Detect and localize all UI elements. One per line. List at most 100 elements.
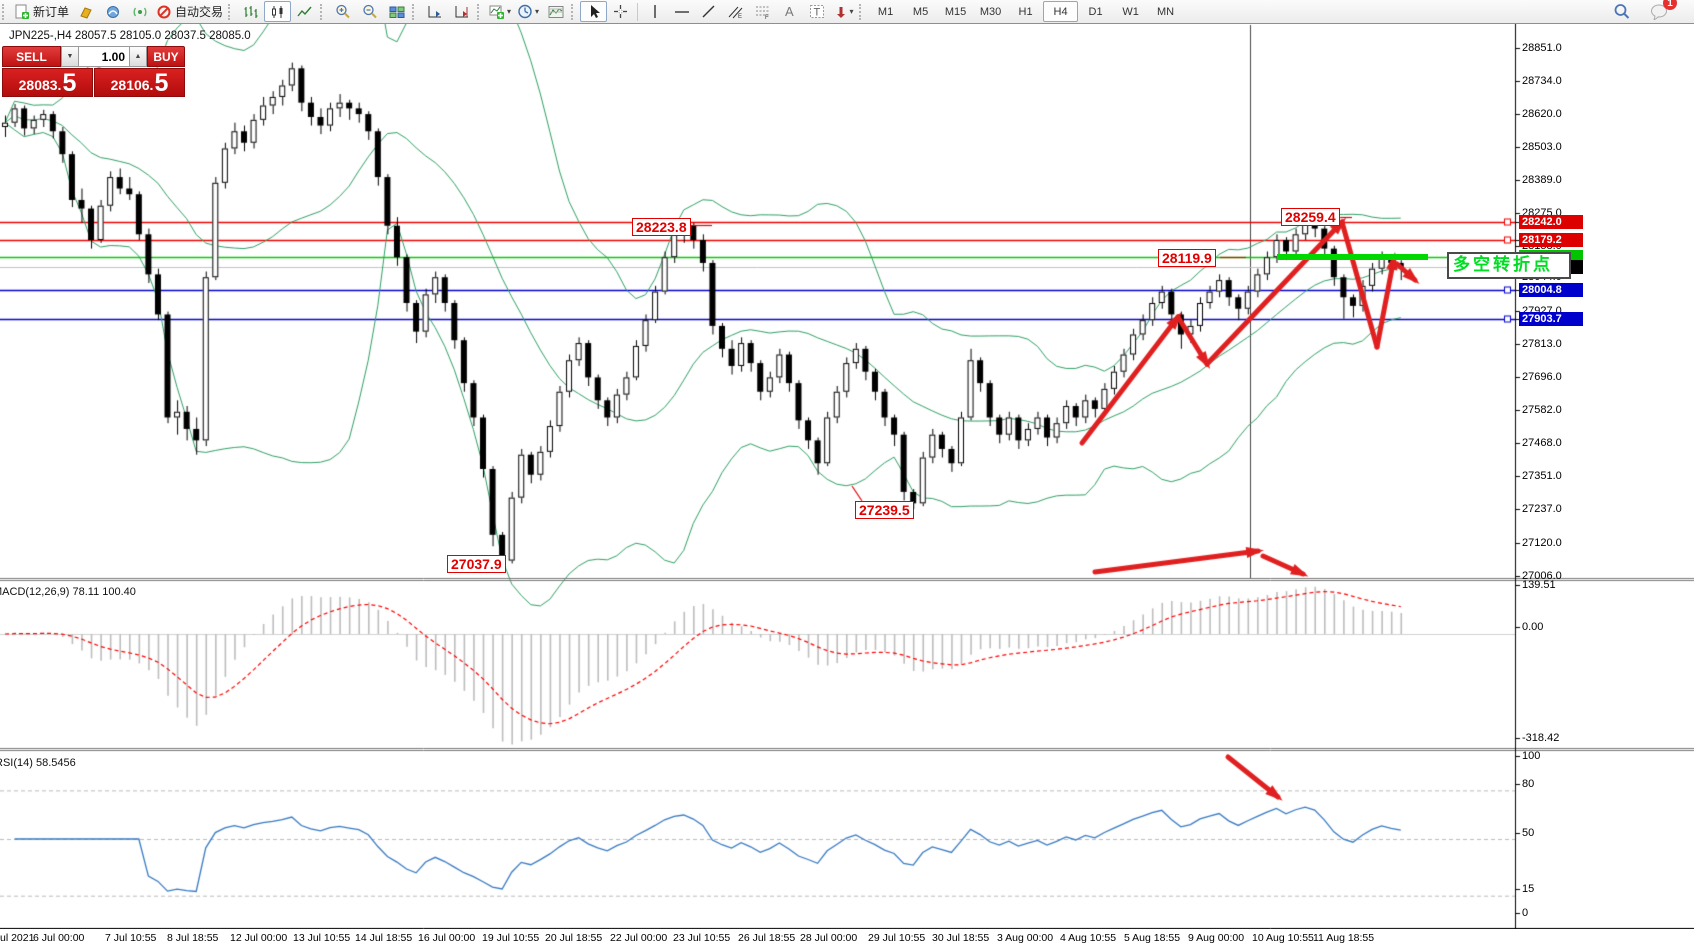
search-button[interactable] bbox=[1608, 1, 1635, 22]
price-annotation-label[interactable]: 28223.8 bbox=[632, 218, 691, 236]
price-level-label: 28004.8 bbox=[1519, 283, 1583, 297]
volume-increase-button[interactable]: ▲ bbox=[129, 46, 147, 67]
add-indicator-icon bbox=[489, 5, 505, 19]
price-tick-label: 27237.0 bbox=[1522, 503, 1562, 515]
timeframe-m15-button[interactable]: M15 bbox=[944, 5, 967, 18]
bar-chart-button[interactable] bbox=[237, 1, 264, 22]
sell-price[interactable]: 28083. 5 bbox=[2, 68, 93, 97]
volume-input[interactable]: 1.00 bbox=[79, 46, 129, 67]
autotrade-button[interactable]: 自动交易 bbox=[153, 1, 226, 22]
trendline-button[interactable] bbox=[695, 1, 722, 22]
toolbar-grip bbox=[2, 3, 9, 20]
date-tick-label: 6 Jul 00:00 bbox=[33, 932, 85, 944]
date-tick-label: 19 Jul 10:55 bbox=[482, 932, 540, 944]
autotrade-disabled-icon bbox=[157, 5, 171, 18]
timeframe-h4-button[interactable]: H4 bbox=[1043, 1, 1079, 22]
timeframe-m5-button[interactable]: M5 bbox=[912, 5, 929, 18]
new-order-button[interactable]: 新订单 bbox=[11, 1, 72, 22]
cursor-button[interactable] bbox=[580, 1, 608, 22]
notification-badge: 1 bbox=[1663, 0, 1677, 10]
signals-button[interactable] bbox=[126, 1, 153, 22]
price-annotation-label[interactable]: 27037.9 bbox=[447, 555, 506, 573]
timeframe-h1-button[interactable]: H1 bbox=[1018, 5, 1033, 18]
price-tick-label: 27468.0 bbox=[1522, 437, 1562, 449]
timeframe-w1-button[interactable]: W1 bbox=[1122, 5, 1139, 18]
search-icon bbox=[1614, 4, 1629, 19]
support-highlight-bar[interactable] bbox=[1277, 254, 1428, 260]
date-tick-label: 26 Jul 18:55 bbox=[738, 932, 796, 944]
chat-bubble-icon bbox=[1650, 4, 1667, 20]
price-tick-label: 27696.0 bbox=[1522, 371, 1562, 383]
crosshair-button[interactable] bbox=[607, 1, 634, 22]
horizontal-line-button[interactable] bbox=[668, 1, 695, 22]
equidistant-channel-icon: E bbox=[728, 6, 742, 19]
tile-windows-button[interactable] bbox=[383, 1, 410, 22]
vertical-line-button[interactable] bbox=[641, 1, 668, 22]
turning-point-note[interactable]: 多空转折点 bbox=[1447, 252, 1571, 279]
metaquotes-button[interactable] bbox=[72, 1, 99, 22]
text-button[interactable]: A bbox=[776, 1, 803, 22]
trendline-icon bbox=[702, 5, 715, 18]
chart-area[interactable]: JPN225-,H4 28057.5 28105.0 28037.5 28085… bbox=[0, 24, 1694, 947]
indicators-button[interactable]: ▾ bbox=[486, 1, 514, 22]
price-annotation-label[interactable]: 28119.9 bbox=[1158, 249, 1216, 267]
timeframe-buttons: M1 M5 M15 M30 H1 H4 D1 W1 MN bbox=[868, 1, 1183, 22]
periods-button[interactable]: ▾ bbox=[514, 1, 542, 22]
zoom-out-button[interactable] bbox=[356, 1, 383, 22]
cursor-icon bbox=[590, 5, 600, 18]
buy-price[interactable]: 28106. 5 bbox=[94, 68, 185, 97]
template-chart-icon bbox=[548, 5, 564, 18]
templates-button[interactable] bbox=[542, 1, 569, 22]
price-annotation-label[interactable]: 28259.4 bbox=[1281, 208, 1340, 226]
text-label-button[interactable]: T bbox=[803, 1, 830, 22]
sell-price-main: 28083. bbox=[18, 77, 62, 93]
zoom-in-button[interactable] bbox=[329, 1, 356, 22]
date-tick-label: 5 Aug 18:55 bbox=[1124, 932, 1181, 944]
timeframe-mn-button[interactable]: MN bbox=[1157, 5, 1175, 18]
candlestick-icon bbox=[271, 5, 283, 18]
timeframe-d1-button[interactable]: D1 bbox=[1088, 5, 1103, 18]
timeframe-m1-button[interactable]: M1 bbox=[877, 5, 894, 18]
price-tick-label: 28620.0 bbox=[1522, 108, 1562, 120]
toolbar-grip bbox=[228, 3, 235, 20]
rsi-tick-label: 15 bbox=[1522, 883, 1535, 895]
date-tick-label: 10 Aug 10:55 bbox=[1252, 932, 1314, 944]
vertical-line-icon bbox=[653, 5, 656, 18]
price-tick-label: 28851.0 bbox=[1522, 42, 1562, 54]
arrows-shapes-icon bbox=[836, 6, 845, 18]
autoscroll-button[interactable] bbox=[421, 1, 448, 22]
arrows-button[interactable]: ▾ bbox=[830, 1, 857, 22]
timeframe-m30-button[interactable]: M30 bbox=[979, 5, 1002, 18]
toolbar-grip bbox=[412, 3, 419, 20]
dropdown-caret-icon: ▾ bbox=[849, 7, 854, 16]
fibonacci-button[interactable]: F bbox=[749, 1, 776, 22]
line-chart-button[interactable] bbox=[291, 1, 318, 22]
chart-shift-button[interactable] bbox=[448, 1, 475, 22]
volume-decrease-button[interactable]: ▼ bbox=[61, 46, 79, 67]
gold-icon bbox=[79, 6, 92, 19]
chart-canvas[interactable] bbox=[0, 24, 1694, 947]
market-watch-button[interactable] bbox=[99, 1, 126, 22]
buy-button[interactable]: BUY bbox=[147, 46, 185, 67]
price-annotation-label[interactable]: 27239.5 bbox=[855, 501, 914, 519]
rsi-tick-label: 50 bbox=[1522, 827, 1535, 839]
clock-icon bbox=[518, 4, 532, 19]
toolbar-separator bbox=[637, 2, 639, 21]
zoom-out-icon bbox=[362, 4, 377, 19]
dropdown-caret-icon: ▾ bbox=[507, 7, 512, 16]
date-tick-label: 30 Jul 18:55 bbox=[932, 932, 990, 944]
toolbar-grip bbox=[477, 3, 484, 20]
autoscroll-icon bbox=[428, 5, 441, 17]
date-tick-label: 28 Jul 00:00 bbox=[800, 932, 858, 944]
date-tick-label: 23 Jul 10:55 bbox=[673, 932, 731, 944]
notifications-button[interactable]: 1 bbox=[1645, 0, 1677, 22]
channel-button[interactable]: E bbox=[722, 1, 749, 22]
date-tick-label: 7 Jul 10:55 bbox=[105, 932, 157, 944]
sell-button[interactable]: SELL bbox=[2, 46, 61, 67]
date-tick-label: 8 Jul 18:55 bbox=[167, 932, 219, 944]
date-tick-label: 4 Aug 10:55 bbox=[1060, 932, 1117, 944]
candlestick-button[interactable] bbox=[264, 1, 292, 22]
price-tick-label: 27006.0 bbox=[1522, 570, 1562, 582]
profile-icon bbox=[106, 5, 119, 18]
